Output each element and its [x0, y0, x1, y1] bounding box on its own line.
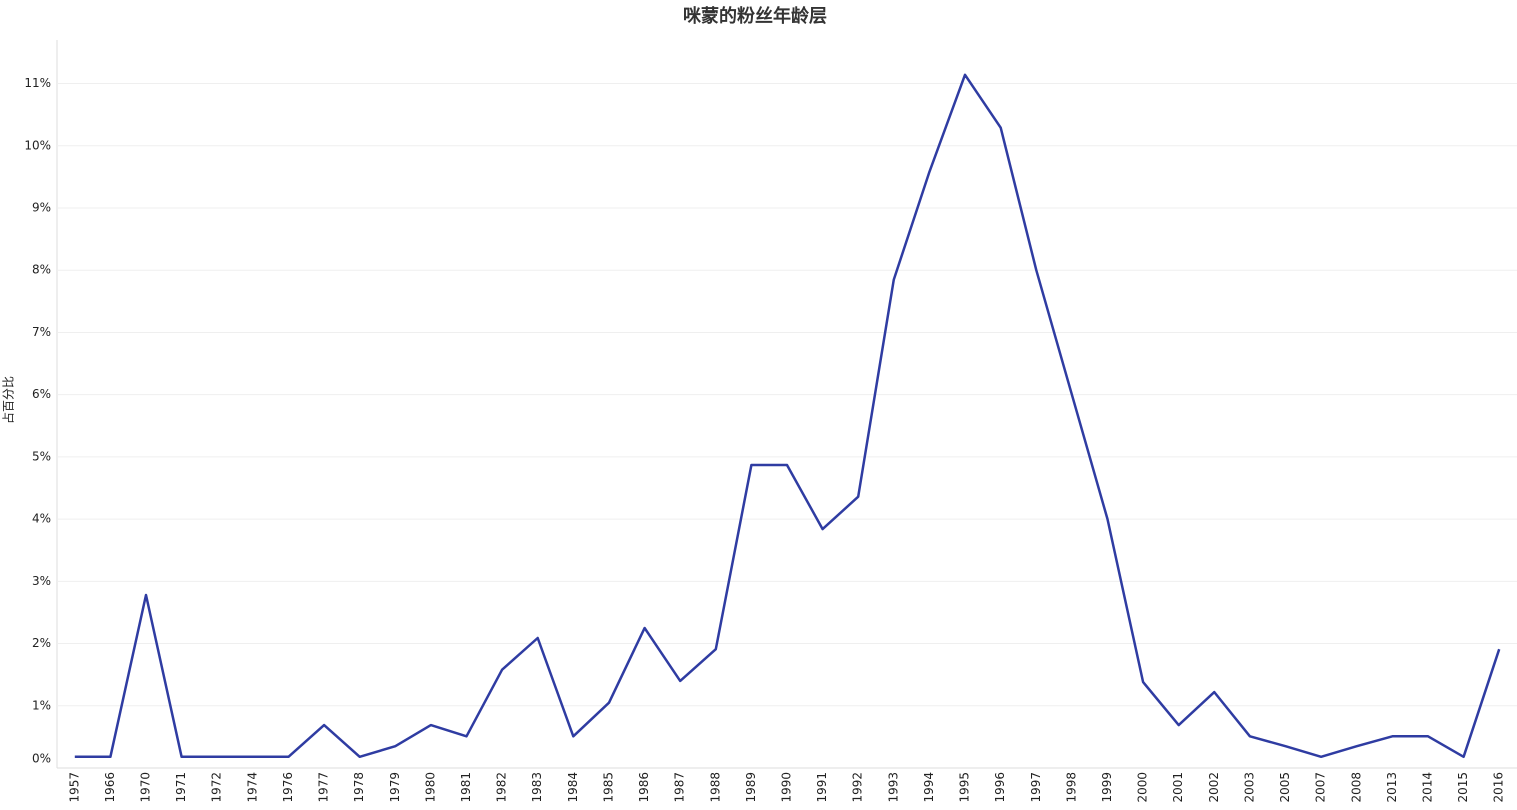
y-tick-label: 5% — [32, 449, 51, 463]
y-tick-label: 2% — [32, 636, 51, 650]
x-tick-label: 2007 — [1314, 772, 1328, 803]
line-series — [74, 73, 1501, 759]
y-tick-label: 10% — [24, 138, 51, 152]
y-tick-label: 3% — [32, 574, 51, 588]
x-tick-label: 1976 — [281, 772, 295, 803]
x-tick-label: 1982 — [495, 772, 509, 803]
x-tick-label: 2015 — [1456, 772, 1470, 803]
x-tick-label: 1989 — [744, 772, 758, 803]
y-tick-label: 9% — [32, 201, 51, 215]
x-tick-label: 1983 — [530, 772, 544, 803]
x-tick-label: 1966 — [103, 772, 117, 803]
y-tick-label: 11% — [24, 76, 51, 90]
x-tick-label: 1995 — [958, 772, 972, 803]
x-tick-label: 1998 — [1064, 772, 1078, 803]
x-tick-label: 2008 — [1349, 772, 1363, 803]
x-tick-label: 1974 — [245, 772, 259, 803]
x-tick-label: 1987 — [673, 772, 687, 803]
x-tick-label: 1985 — [601, 772, 615, 803]
x-tick-label: 1972 — [210, 772, 224, 803]
x-tick-label: 2016 — [1492, 772, 1506, 803]
y-tick-label: 0% — [32, 752, 51, 766]
x-tick-label: 1971 — [174, 772, 188, 803]
x-tick-label: 2000 — [1136, 772, 1150, 803]
x-tick-label: 1970 — [139, 772, 153, 803]
x-tick-label: 1994 — [922, 772, 936, 803]
x-tick-label: 1980 — [423, 772, 437, 803]
x-tick-label: 1999 — [1100, 772, 1114, 803]
x-tick-label: 1988 — [708, 772, 722, 803]
y-tick-label: 6% — [32, 387, 51, 401]
x-tick-label: 2001 — [1171, 772, 1185, 803]
chart-title: 咪蒙的粉丝年龄层 — [683, 5, 827, 27]
x-tick-label: 2013 — [1385, 772, 1399, 803]
x-tick-label: 1979 — [388, 772, 402, 803]
x-tick-label: 1981 — [459, 772, 473, 803]
x-tick-label: 1986 — [637, 772, 651, 803]
x-tick-label: 1978 — [352, 772, 366, 803]
x-tick-label: 1957 — [67, 772, 81, 803]
x-tick-label: 2003 — [1242, 772, 1256, 803]
x-tick-label: 1996 — [993, 772, 1007, 803]
y-tick-label: 1% — [32, 698, 51, 712]
x-tick-label: 1990 — [780, 772, 794, 803]
x-tick-label: 2014 — [1420, 772, 1434, 803]
y-tick-label: 8% — [32, 263, 51, 277]
x-tick-label: 2005 — [1278, 772, 1292, 803]
x-tick-label: 2002 — [1207, 772, 1221, 803]
x-tick-label: 1997 — [1029, 772, 1043, 803]
x-tick-label: 1992 — [851, 772, 865, 803]
x-tick-label: 1993 — [886, 772, 900, 803]
x-tick-label: 1991 — [815, 772, 829, 803]
y-axis-label: 占百分比 — [1, 376, 16, 424]
y-tick-label: 7% — [32, 325, 51, 339]
y-tick-label: 4% — [32, 512, 51, 526]
x-tick-label: 1977 — [317, 772, 331, 803]
x-tick-label: 1984 — [566, 772, 580, 803]
